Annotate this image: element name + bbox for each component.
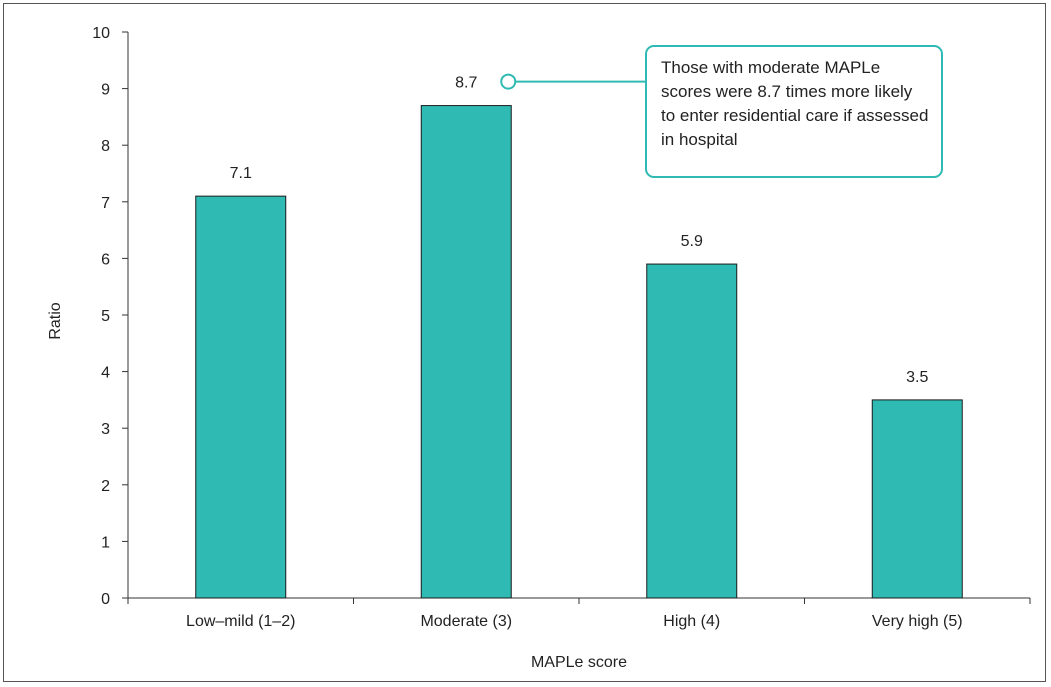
y-tick-label: 8 — [101, 138, 110, 155]
x-axis: Low–mild (1–2) Moderate (3) High (4) Very h… — [127, 597, 1031, 630]
data-label: 5.9 — [681, 233, 703, 250]
y-tick-label: 5 — [101, 308, 110, 325]
data-label: 8.7 — [455, 75, 477, 92]
y-tick-label: 10 — [92, 25, 110, 42]
x-tick-label: High (4) — [663, 613, 720, 630]
y-tick-label: 9 — [101, 82, 110, 99]
annotation-callout: Those with moderate MAPLe scores were 8.… — [645, 45, 943, 178]
callout-connector — [500, 73, 646, 90]
bar — [871, 399, 963, 599]
y-tick-label: 6 — [101, 251, 110, 268]
data-labels: 7.1 8.7 5.9 3.5 — [230, 75, 929, 386]
x-tick-label: Moderate (3) — [420, 613, 512, 630]
x-tick-label: Low–mild (1–2) — [186, 613, 295, 630]
y-tick-label: 7 — [101, 195, 110, 212]
bar — [420, 105, 512, 599]
x-tick-label: Very high (5) — [872, 613, 963, 630]
y-axis: 0 1 2 3 4 5 6 7 8 9 10 — [92, 25, 129, 608]
callout-marker — [500, 73, 517, 90]
data-label: 3.5 — [906, 369, 928, 386]
y-tick-label: 0 — [101, 591, 110, 608]
y-tick-label: 2 — [101, 478, 110, 495]
y-tick-label: 1 — [101, 534, 110, 551]
data-label: 7.1 — [230, 165, 252, 182]
x-axis-title: MAPLe score — [531, 654, 627, 671]
bar — [195, 195, 287, 599]
y-axis-title: Ratio — [47, 302, 64, 339]
bars — [195, 105, 963, 599]
bar — [646, 263, 738, 599]
y-tick-label: 3 — [101, 421, 110, 438]
y-tick-label: 4 — [101, 365, 110, 382]
